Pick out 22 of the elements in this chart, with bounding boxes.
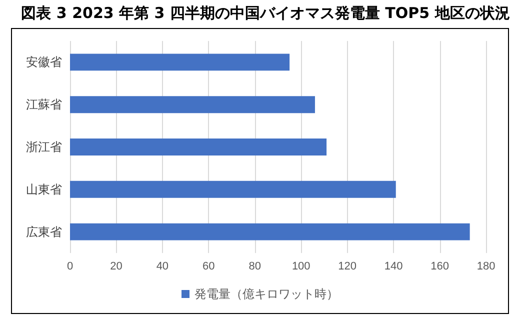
y-tick-label: 安徽省 <box>26 55 62 70</box>
y-tick-label: 江蘇省 <box>26 98 62 112</box>
bar <box>70 138 327 156</box>
x-tick-label: 180 <box>476 260 496 272</box>
x-tick-label: 60 <box>202 260 215 272</box>
x-tick-label: 100 <box>292 260 310 272</box>
x-tick-label: 160 <box>430 260 449 272</box>
legend-label: 発電量（億キロワット時） <box>194 287 338 301</box>
bar <box>70 223 470 240</box>
x-tick-label: 140 <box>384 260 403 272</box>
bar <box>70 54 290 71</box>
y-tick-label: 広東省 <box>26 224 62 239</box>
x-tick-label: 120 <box>338 260 357 272</box>
x-tick-label: 20 <box>110 260 122 272</box>
chart-title: 図表 3 2023 年第 3 四半期の中国バイオマス発電量 TOP5 地区の状況 <box>20 4 511 23</box>
bar <box>70 180 396 198</box>
y-tick-label: 山東省 <box>26 182 62 196</box>
bar <box>70 96 315 114</box>
x-tick-label: 80 <box>248 260 262 272</box>
x-tick-label: 0 <box>66 260 74 272</box>
x-tick-label: 40 <box>156 260 169 272</box>
y-tick-label: 浙江省 <box>26 140 62 154</box>
